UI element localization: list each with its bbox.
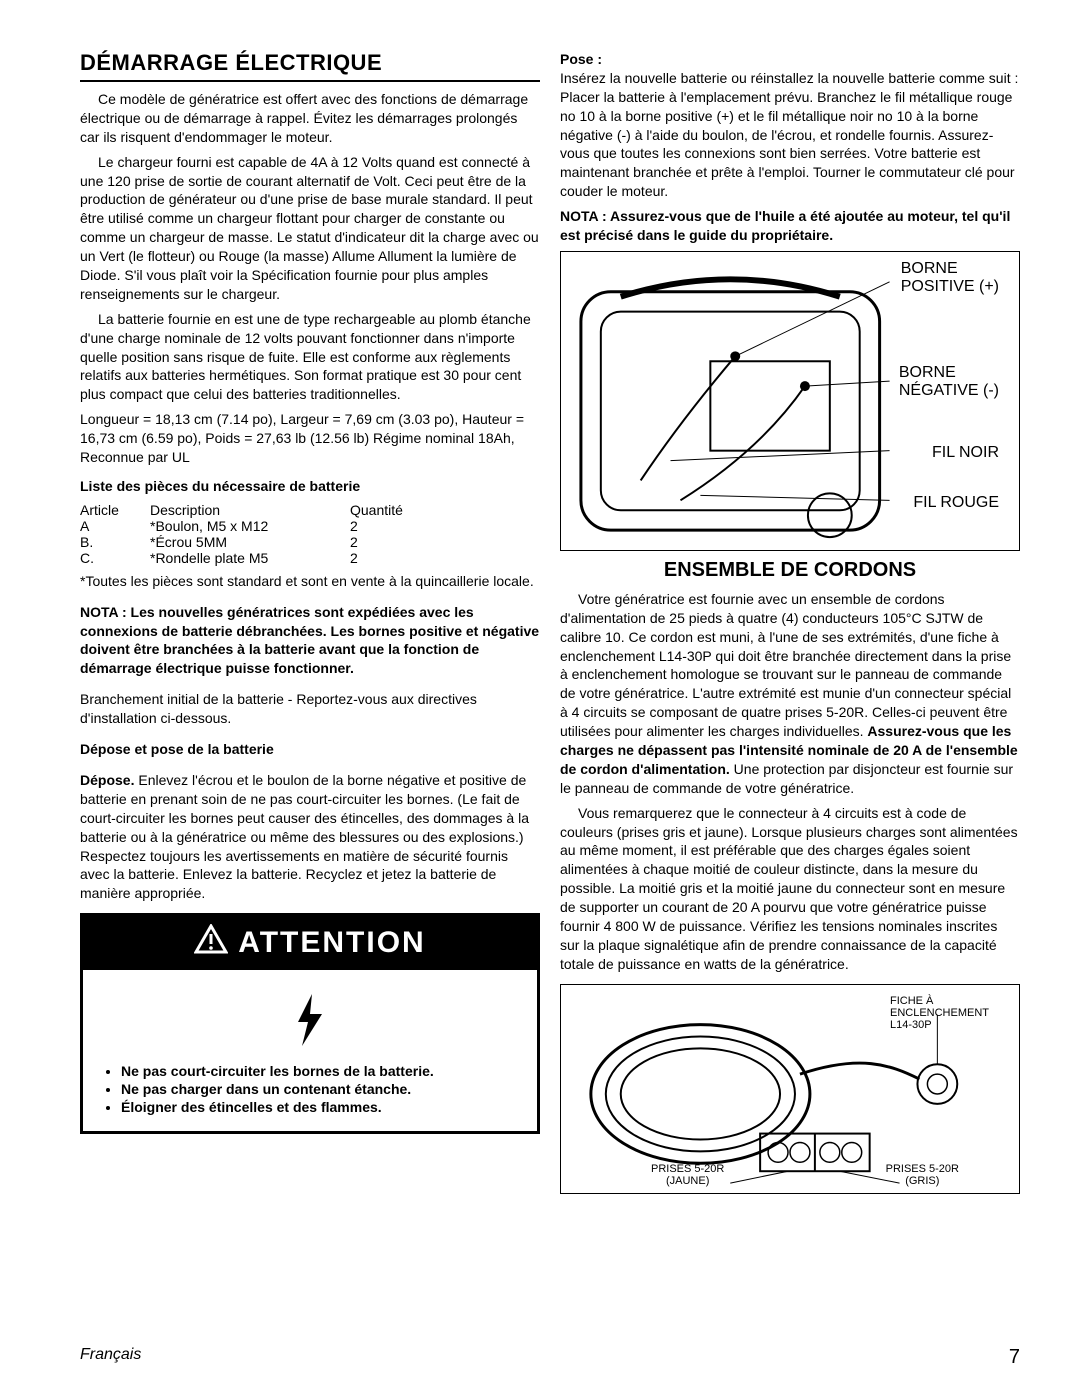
list-item: Ne pas charger dans un contenant étanche… — [121, 1081, 521, 1097]
para: Votre génératrice est fournie avec un en… — [560, 590, 1020, 798]
warning-title: ATTENTION — [238, 926, 425, 960]
para: Ce modèle de génératrice est offert avec… — [80, 90, 540, 147]
label-borne-positive: BORNE POSITIVE (+) — [901, 260, 999, 296]
para: Dépose. Enlevez l'écrou et le boulon de … — [80, 771, 540, 903]
para: La batterie fournie en est une de type r… — [80, 310, 540, 404]
nota2: NOTA : Assurez-vous que de l'huile a été… — [560, 207, 1020, 245]
label-fiche: FICHE À ENCLENCHEMENT L14-30P — [890, 995, 989, 1031]
th-qty: Quantité — [350, 502, 430, 518]
subheading: Dépose et pose de la batterie — [80, 740, 540, 759]
footer: Français 7 — [80, 1346, 1020, 1369]
list-item: Éloigner des étincelles et des flammes. — [121, 1099, 521, 1115]
table-row: B. *Écrou 5MM 2 — [80, 534, 540, 550]
right-column: Pose : Insérez la nouvelle batterie ou r… — [560, 50, 1020, 1194]
cord-diagram: FICHE À ENCLENCHEMENT L14-30P PRISES 5-2… — [560, 984, 1020, 1194]
warning-body: Ne pas court-circuiter les bornes de la … — [83, 970, 537, 1131]
pose-label: Pose : — [560, 51, 602, 67]
label-borne-negative: BORNE NÉGATIVE (-) — [899, 364, 999, 400]
label-fil-rouge: FIL ROUGE — [913, 494, 999, 512]
label-prises-gris: PRISES 5-20R (GRIS) — [886, 1163, 959, 1187]
page-number: 7 — [1009, 1346, 1020, 1369]
warning-header: ATTENTION — [83, 916, 537, 970]
pose-text: Insérez la nouvelle batterie ou réinstal… — [560, 70, 1018, 199]
table-row: A *Boulon, M5 x M12 2 — [80, 518, 540, 534]
warning-list: Ne pas court-circuiter les bornes de la … — [99, 1063, 521, 1115]
bolt-icon — [99, 984, 521, 1063]
th-desc: Description — [150, 502, 350, 518]
section-title-cordons: ENSEMBLE DE CORDONS — [560, 559, 1020, 582]
para: Pose : Insérez la nouvelle batterie ou r… — [560, 50, 1020, 201]
label-prises-jaune: PRISES 5-20R (JAUNE) — [651, 1163, 724, 1187]
para: Branchement initial de la batterie - Rep… — [80, 690, 540, 728]
parts-table: Article Description Quantité A *Boulon, … — [80, 502, 540, 566]
th-article: Article — [80, 502, 150, 518]
parts-note: *Toutes les pièces sont standard et sont… — [80, 572, 540, 591]
table-header: Article Description Quantité — [80, 502, 540, 518]
list-item: Ne pas court-circuiter les bornes de la … — [121, 1063, 521, 1079]
parts-title: Liste des pièces du nécessaire de batter… — [80, 477, 540, 496]
depose-text: Enlevez l'écrou et le boulon de la borne… — [80, 772, 529, 901]
para: Longueur = 18,13 cm (7.14 po), Largeur =… — [80, 410, 540, 467]
battery-diagram: BORNE POSITIVE (+) BORNE NÉGATIVE (-) FI… — [560, 251, 1020, 551]
left-column: DÉMARRAGE ÉLECTRIQUE Ce modèle de généra… — [80, 50, 540, 1194]
label-fil-noir: FIL NOIR — [932, 444, 999, 462]
depose-label: Dépose. — [80, 772, 134, 788]
warning-box: ATTENTION Ne pas court-circuiter les bor… — [80, 913, 540, 1134]
para: Vous remarquerez que le connecteur à 4 c… — [560, 804, 1020, 974]
table-row: C. *Rondelle plate M5 2 — [80, 550, 540, 566]
footer-lang: Français — [80, 1346, 141, 1369]
para: Le chargeur fourni est capable de 4A à 1… — [80, 153, 540, 304]
nota: NOTA : Les nouvelles génératrices sont e… — [80, 603, 540, 679]
section-title-demarrage: DÉMARRAGE ÉLECTRIQUE — [80, 50, 540, 82]
warning-triangle-icon — [194, 924, 228, 962]
